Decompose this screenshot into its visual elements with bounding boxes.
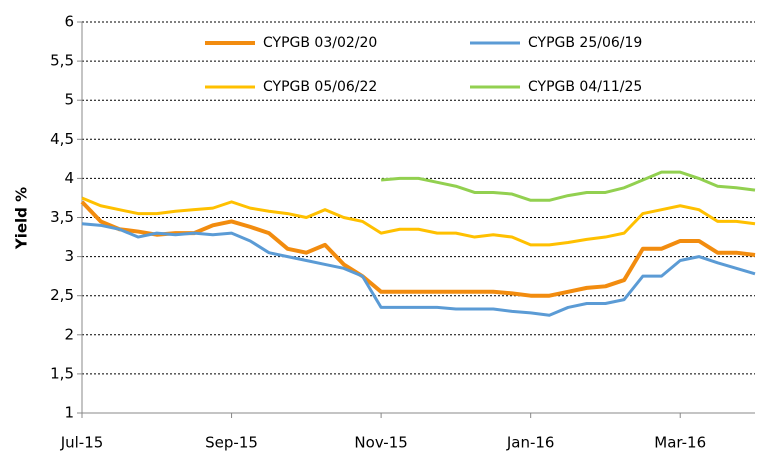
x-tick-label: Sep-15 (205, 434, 258, 452)
y-tick-label: 1 (64, 404, 74, 422)
y-tick-label: 5,5 (50, 52, 74, 70)
x-tick-label: Mar-16 (654, 434, 706, 452)
legend-label: CYPGB 04/11/25 (528, 79, 642, 95)
y-tick-label: 6 (64, 13, 74, 31)
legend-label: CYPGB 25/06/19 (528, 35, 642, 51)
legend-label: CYPGB 03/02/20 (263, 35, 377, 51)
x-tick-label: Jul-15 (60, 434, 104, 452)
x-tick-label: Nov-15 (354, 434, 407, 452)
y-tick-label: 2,5 (50, 286, 74, 304)
x-tick-label: Jan-16 (506, 434, 555, 452)
y-tick-label: 5 (64, 91, 74, 109)
y-tick-label: 2 (64, 325, 74, 343)
line-series (80, 200, 756, 298)
y-axis-label: Yield % (13, 187, 31, 250)
y-tick-label: 4,5 (50, 130, 74, 148)
y-tick-label: 3 (64, 247, 74, 265)
legend-label: CYPGB 05/06/22 (263, 79, 377, 95)
y-tick-label: 4 (64, 169, 74, 187)
y-tick-label: 1,5 (50, 364, 74, 382)
line-series (81, 196, 756, 247)
y-tick-label: 3,5 (50, 208, 74, 226)
line-series (380, 170, 756, 202)
line-series (81, 222, 756, 317)
